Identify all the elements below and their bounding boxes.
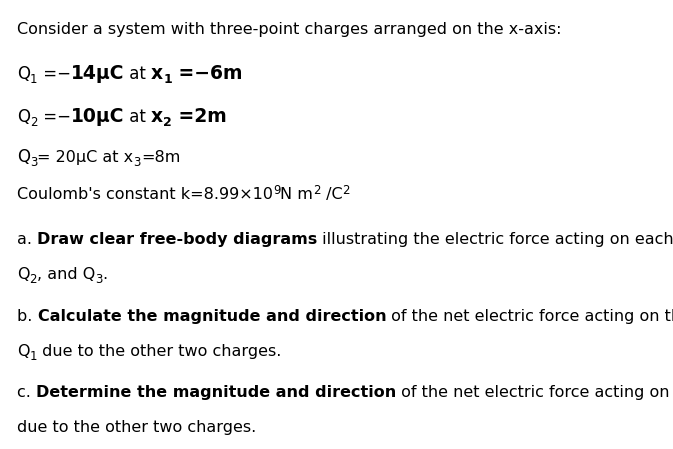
Text: Draw clear free-body diagrams: Draw clear free-body diagrams [37,232,318,247]
Text: Q: Q [17,267,30,282]
Text: Calculate the magnitude and direction: Calculate the magnitude and direction [38,309,386,324]
Text: 3: 3 [133,156,141,169]
Text: Coulomb's constant k=8.99×10: Coulomb's constant k=8.99×10 [17,187,273,202]
Text: 2: 2 [30,273,37,286]
Text: .: . [102,267,108,282]
Text: =−6m: =−6m [172,64,242,83]
Text: 1: 1 [30,350,37,363]
Text: 2: 2 [343,184,350,197]
Text: N m: N m [281,187,314,202]
Text: 1: 1 [164,73,172,86]
Text: of the net electric force acting on charge Q: of the net electric force acting on char… [396,385,673,400]
Text: 3: 3 [96,273,102,286]
Text: Q: Q [17,108,30,126]
Text: 3: 3 [30,156,38,169]
Text: 2: 2 [164,116,172,129]
Text: =−: =− [38,65,71,83]
Text: , and Q: , and Q [37,267,96,282]
Text: of the net electric force acting on the charge: of the net electric force acting on the … [386,309,673,324]
Text: at: at [124,108,151,126]
Text: Q: Q [17,65,30,83]
Text: 10μC: 10μC [71,107,124,126]
Text: 1: 1 [30,73,38,86]
Text: b.: b. [17,309,38,324]
Text: Determine the magnitude and direction: Determine the magnitude and direction [36,385,396,400]
Text: 2: 2 [30,116,38,129]
Text: illustrating the electric force acting on each charge Q: illustrating the electric force acting o… [318,232,673,247]
Text: 2: 2 [314,184,321,197]
Text: a.: a. [17,232,37,247]
Text: Q: Q [17,344,30,359]
Text: due to the other two charges.: due to the other two charges. [37,344,281,359]
Text: x: x [151,64,164,83]
Text: at: at [124,65,151,83]
Text: 9: 9 [273,184,281,197]
Text: Consider a system with three-point charges arranged on the x-axis:: Consider a system with three-point charg… [17,22,561,37]
Text: x: x [151,107,164,126]
Text: =−: =− [38,108,71,126]
Text: 14μC: 14μC [71,64,124,83]
Text: =8m: =8m [141,150,180,165]
Text: Q: Q [17,148,30,166]
Text: due to the other two charges.: due to the other two charges. [17,420,256,435]
Text: = 20μC at x: = 20μC at x [38,150,133,165]
Text: =2m: =2m [172,107,227,126]
Text: /C: /C [321,187,343,202]
Text: c.: c. [17,385,36,400]
